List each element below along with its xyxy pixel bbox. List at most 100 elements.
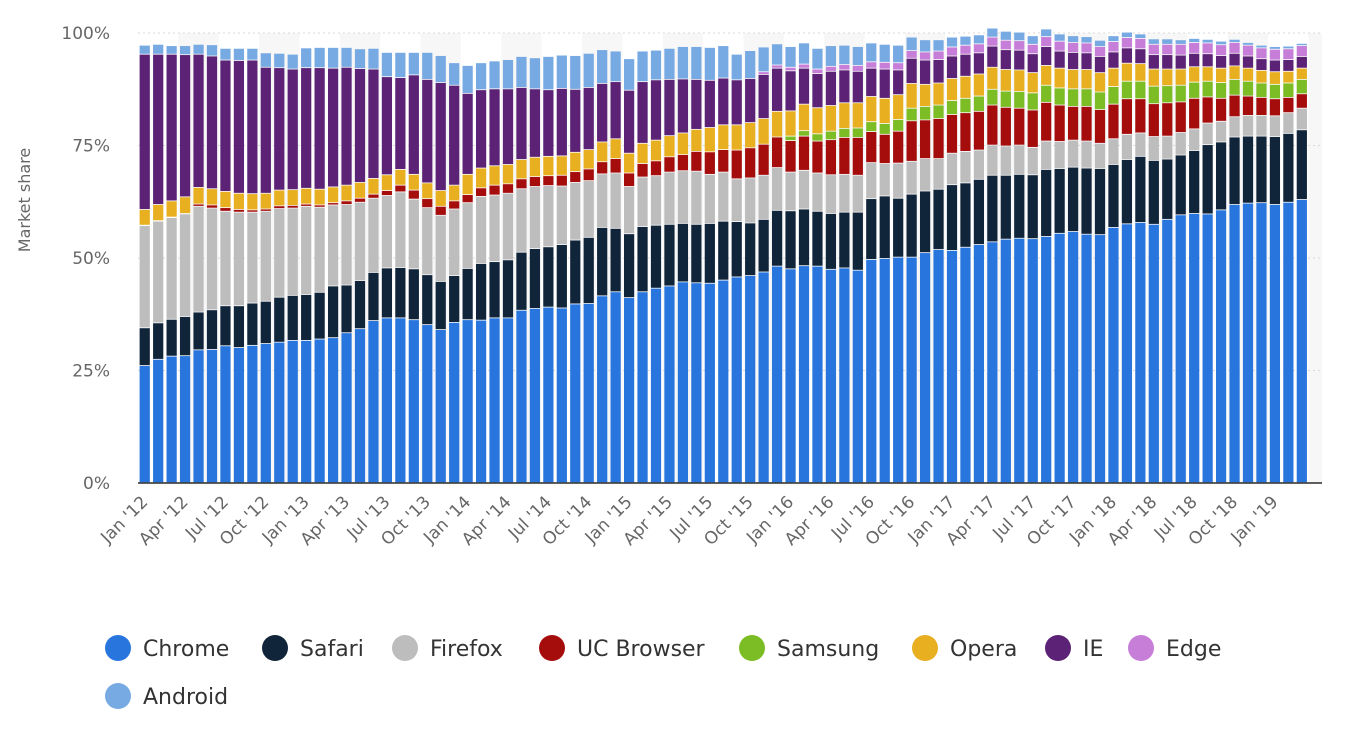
bar-segment-ie[interactable]: Nov '16 — IE: 5.4% [919, 60, 931, 84]
bar-segment-ie[interactable]: May '15 — IE: 12% [677, 79, 689, 133]
bar-segment-firefox[interactable]: Jul '13 — Firefox: 16.1% [381, 195, 393, 268]
bar-segment-firefox[interactable]: Aug '14 — Firefox: 13% [556, 186, 567, 245]
bar-segment-opera[interactable]: Dec '13 — Opera: 3.5% [449, 185, 460, 201]
bar-segment-ie[interactable]: Nov '18 — IE: 2.7% [1242, 56, 1254, 68]
bar-segment-ie[interactable]: Apr '15 — IE: 12.5% [664, 79, 675, 136]
bar-segment-uc-browser[interactable]: Aug '13 — UC Browser: 1.5% [395, 185, 406, 192]
bar-segment-chrome[interactable]: Dec '14 — Chrome: 42.4% [610, 292, 621, 483]
bar-segment-safari[interactable]: Apr '12 — Safari: 8.7% [179, 316, 191, 356]
bar-segment-chrome[interactable]: Feb '17 — Chrome: 52.3% [960, 247, 971, 483]
bar-segment-firefox[interactable]: May '13 — Firefox: 17.4% [354, 202, 366, 281]
legend[interactable]: Chrome Safari Firefox UC Browser Samsung Oper… [105, 635, 1221, 710]
bar-segment-android[interactable]: Mar '19 — Android: 0.5% [1296, 43, 1307, 46]
bar-segment-uc-browser[interactable]: Jul '15 — UC Browser: 5% [704, 152, 715, 174]
bar-segment-android[interactable]: May '17 — Android: 2% [1000, 31, 1011, 40]
bar-segment-ie[interactable]: Jul '15 — IE: 10.5% [704, 80, 715, 128]
bar-segment-samsung[interactable]: Dec '18 — Samsung: 3.2% [1256, 83, 1267, 97]
bar-segment-opera[interactable]: Dec '16 — Opera: 4.9% [933, 83, 944, 105]
bar-segment-safari[interactable]: Feb '18 — Safari: 14.3% [1121, 159, 1133, 224]
bar-segment-uc-browser[interactable]: Apr '16 — UC Browser: 7.8% [825, 140, 837, 175]
bar-segment-android[interactable]: Apr '12 — Android: 2% [179, 46, 191, 55]
bar-segment-samsung[interactable]: Jan '17 — Samsung: 3.1% [946, 100, 958, 115]
bar-segment-samsung[interactable]: Mar '17 — Samsung: 3.4% [973, 96, 985, 111]
bar-segment-opera[interactable]: Mar '17 — Opera: 4.9% [973, 74, 985, 96]
bar-segment-ie[interactable]: Jan '17 — IE: 5% [946, 56, 958, 79]
bar-segment-safari[interactable]: May '14 — Safari: 12.9% [516, 252, 527, 310]
bar-segment-safari[interactable]: Mar '18 — Safari: 14.7% [1135, 156, 1146, 223]
legend-item-ie[interactable]: IE [1045, 635, 1103, 662]
bar-segment-safari[interactable]: Jun '15 — Safari: 13% [691, 224, 702, 283]
bar-segment-uc-browser[interactable]: Oct '14 — UC Browser: 2.6% [583, 169, 594, 181]
bar-segment-firefox[interactable]: Jul '12 — Firefox: 21% [220, 211, 231, 306]
bar-segment-samsung[interactable]: May '17 — Samsung: 3.6% [1000, 91, 1011, 107]
bar-segment-safari[interactable]: Feb '17 — Safari: 14.3% [960, 183, 971, 247]
bar-segment-safari[interactable]: Jan '14 — Safari: 11.4% [462, 268, 473, 320]
bar-segment-uc-browser[interactable]: Dec '18 — UC Browser: 4% [1256, 97, 1267, 115]
bar-segment-ie[interactable]: Apr '18 — IE: 3.2% [1148, 55, 1159, 69]
bar-segment-ie[interactable]: Nov '13 — IE: 24% [435, 82, 446, 191]
bar-segment-ie[interactable]: Sep '18 — IE: 2.8% [1215, 55, 1227, 68]
bar-segment-uc-browser[interactable]: May '13 — UC Browser: 0.9% [354, 198, 366, 202]
bar-segment-uc-browser[interactable]: Jun '14 — UC Browser: 2.2% [529, 177, 541, 187]
bar-segment-uc-browser[interactable]: Feb '13 — UC Browser: 0.5% [314, 205, 325, 207]
bar-segment-edge[interactable]: Feb '18 — Edge: 2.3% [1121, 37, 1133, 48]
bar-segment-firefox[interactable]: Nov '14 — Firefox: 11.9% [597, 174, 608, 228]
bar-segment-safari[interactable]: Nov '17 — Safari: 14.7% [1081, 168, 1092, 234]
bar-segment-safari[interactable]: Nov '16 — Safari: 13.7% [919, 191, 931, 253]
bar-segment-uc-browser[interactable]: Feb '15 — UC Browser: 3% [637, 163, 648, 177]
bar-segment-edge[interactable]: Feb '19 — Edge: 2.4% [1283, 49, 1294, 60]
bar-segment-samsung[interactable]: Nov '17 — Samsung: 3.9% [1081, 89, 1092, 106]
bar-segment-android[interactable]: Apr '15 — Android: 6.9% [664, 48, 675, 79]
bar-segment-chrome[interactable]: Nov '15 — Chrome: 46.8% [758, 272, 769, 483]
legend-item-safari[interactable]: Safari [262, 635, 364, 662]
bar-segment-edge[interactable]: Dec '18 — Edge: 2.4% [1256, 48, 1267, 59]
bar-segment-firefox[interactable]: Aug '15 — Firefox: 10.9% [718, 172, 729, 221]
bar-segment-uc-browser[interactable]: Mar '14 — UC Browser: 2.2% [489, 185, 500, 195]
bar-segment-android[interactable]: Aug '16 — Android: 4% [879, 44, 890, 62]
bar-segment-safari[interactable]: Aug '14 — Safari: 14.1% [556, 244, 567, 308]
bar-segment-samsung[interactable]: Jul '16 — Samsung: 2.2% [866, 122, 877, 132]
bar-segment-ie[interactable]: Apr '14 — IE: 16.8% [502, 89, 514, 165]
bar-segment-chrome[interactable]: Aug '16 — Chrome: 49.8% [879, 258, 890, 483]
bar-segment-uc-browser[interactable]: Jul '14 — UC Browser: 2.2% [543, 176, 554, 186]
bar-segment-uc-browser[interactable]: Sep '18 — UC Browser: 5.1% [1215, 98, 1227, 121]
bar-segment-chrome[interactable]: Mar '19 — Chrome: 62.9% [1296, 199, 1307, 483]
legend-item-uc-browser[interactable]: UC Browser [539, 635, 706, 662]
legend-item-android[interactable]: Android [105, 683, 228, 710]
bar-segment-firefox[interactable]: Sep '16 — Firefox: 7.8% [893, 163, 904, 198]
bar-segment-chrome[interactable]: Apr '15 — Chrome: 43.7% [664, 286, 675, 483]
bar-segment-android[interactable]: Mar '13 — Android: 4.6% [327, 47, 339, 68]
bar-segment-android[interactable]: Jul '16 — Android: 4.2% [866, 43, 877, 62]
bar-segment-firefox[interactable]: Apr '12 — Firefox: 22.8% [179, 214, 191, 317]
bar-segment-chrome[interactable]: Aug '18 — Chrome: 59.7% [1202, 214, 1213, 483]
bar-segment-firefox[interactable]: Dec '15 — Firefox: 9.5% [771, 168, 783, 210]
bar-segment-ie[interactable]: Jul '13 — IE: 21.8% [381, 77, 393, 175]
bar-segment-edge[interactable]: Oct '18 — Edge: 2.4% [1229, 42, 1240, 53]
bar-segment-uc-browser[interactable]: Feb '14 — UC Browser: 1.9% [475, 188, 487, 196]
bar-segment-firefox[interactable]: Oct '15 — Firefox: 10% [745, 178, 756, 223]
bar-segment-chrome[interactable]: Feb '16 — Chrome: 48.2% [798, 266, 810, 483]
bar-segment-android[interactable]: Sep '18 — Android: 0.8% [1215, 41, 1227, 45]
bar-segment-opera[interactable]: Dec '17 — Opera: 4.3% [1094, 73, 1106, 92]
bar-segment-uc-browser[interactable]: Dec '14 — UC Browser: 3.2% [610, 159, 621, 173]
bar-segment-opera[interactable]: Aug '16 — Opera: 5.6% [879, 98, 890, 124]
bar-segment-uc-browser[interactable]: Sep '12 — UC Browser: 0.5% [247, 210, 258, 212]
bar-segment-safari[interactable]: Feb '16 — Safari: 12.6% [798, 209, 810, 266]
bar-segment-ie[interactable]: Aug '14 — IE: 15% [556, 88, 567, 156]
bar-segment-opera[interactable]: Jul '16 — Opera: 5.6% [866, 96, 877, 122]
bar-segment-firefox[interactable]: Nov '17 — Firefox: 6% [1081, 141, 1092, 168]
bar-segment-firefox[interactable]: Jan '17 — Firefox: 7% [946, 153, 958, 185]
bar-segment-safari[interactable]: Jul '13 — Safari: 11.1% [381, 268, 393, 318]
bar-segment-firefox[interactable]: Feb '13 — Firefox: 18.9% [314, 207, 325, 292]
bar-segment-ie[interactable]: May '13 — IE: 25.3% [354, 69, 366, 183]
bar-segment-safari[interactable]: Feb '14 — Safari: 12.6% [475, 263, 487, 320]
bar-segment-opera[interactable]: Nov '14 — Opera: 4.4% [597, 142, 608, 162]
bar-segment-opera[interactable]: Sep '16 — Opera: 5.5% [893, 95, 904, 120]
bar-segment-android[interactable]: Nov '13 — Android: 6% [435, 55, 446, 83]
bar-segment-samsung[interactable]: Sep '16 — Samsung: 2.6% [893, 119, 904, 131]
bar-segment-uc-browser[interactable]: Aug '12 — UC Browser: 0.6% [233, 209, 245, 212]
bar-segment-ie[interactable]: May '12 — IE: 29.6% [193, 54, 204, 187]
bar-segment-samsung[interactable]: Apr '17 — Samsung: 3.5% [987, 89, 998, 105]
bar-segment-samsung[interactable]: Oct '16 — Samsung: 2.8% [906, 108, 917, 121]
bar-segment-safari[interactable]: Nov '14 — Safari: 15.2% [597, 227, 608, 296]
